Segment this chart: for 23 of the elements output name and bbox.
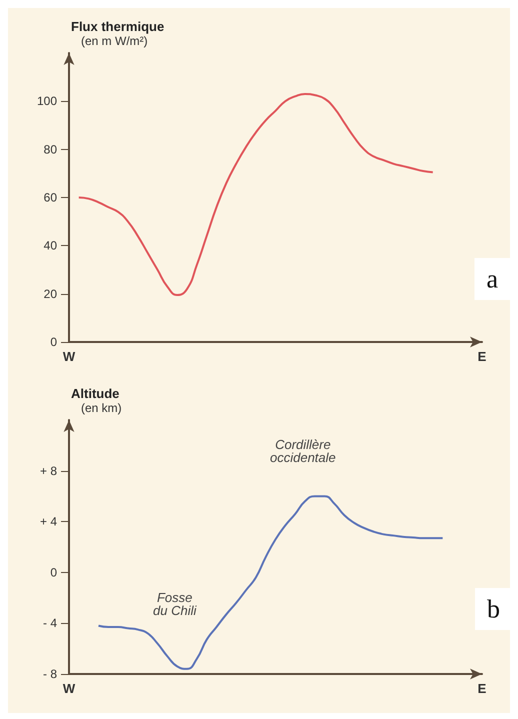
annotation: Fosse du Chili [153,590,198,618]
y-tick-label: 0 [50,335,58,349]
annotation: Cordillère occidentale [270,437,336,465]
y-tick-label: 20 [44,286,58,301]
line-series [78,92,434,296]
y-tick-label: + 8 [40,464,58,478]
x-tick-label: E [478,349,487,364]
line-series [98,495,444,670]
y-tick-label: 100 [36,94,58,108]
x-tick-label: E [478,681,487,696]
x-tick-label: W [62,349,76,364]
y-tick-label: 40 [44,238,58,253]
y-tick-label: - 8 [42,667,58,681]
y-axis-title: Flux thermique (en m W/m²) [71,19,164,48]
text: b [487,594,500,624]
y-tick-label: 0 [50,565,58,580]
text: a [486,264,498,294]
y-tick-label: 80 [44,142,58,156]
y-tick-label: + 4 [40,514,58,529]
y-tick-label: 60 [44,190,58,204]
x-tick-label: W [62,681,76,696]
y-axis-title: Altitude (en km) [71,386,122,415]
y-tick-label: - 4 [42,616,58,630]
